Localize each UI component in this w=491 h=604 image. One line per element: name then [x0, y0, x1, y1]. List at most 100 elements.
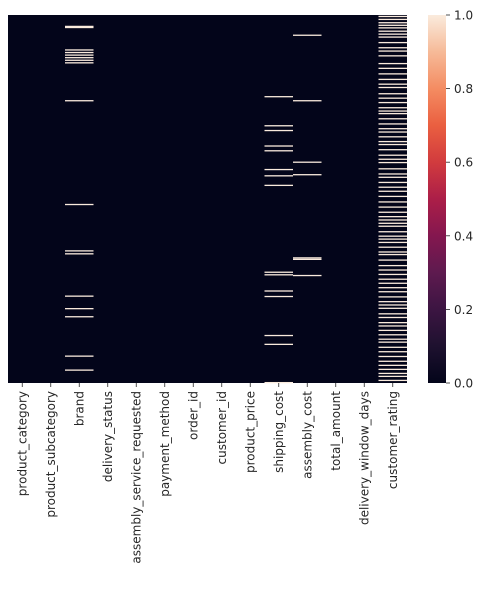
heatmap-cell-brand-15 — [65, 355, 94, 357]
heatmap-cell-customer_rating-56 — [378, 259, 407, 261]
heatmap-cell-customer_rating-2 — [378, 22, 407, 24]
colorbar: 0.0 0.2 0.4 0.6 0.8 1.0 — [428, 9, 473, 391]
heatmap-cell-brand-10 — [65, 250, 94, 252]
heatmap-cell-customer_rating-18 — [378, 93, 407, 95]
heatmap-cell-customer_rating-53 — [378, 246, 407, 248]
heatmap-cell-customer_rating-38 — [378, 181, 407, 184]
heatmap-cell-brand-5 — [65, 57, 94, 59]
heatmap-cell-shipping_cost-13 — [264, 343, 293, 346]
heatmap-cell-brand-3 — [65, 51, 94, 54]
heatmap-cell-customer_rating-46 — [378, 219, 407, 221]
heatmap-cell-brand-8 — [65, 100, 94, 102]
heatmap-cell-shipping_cost-5 — [264, 168, 293, 171]
heatmap-cell-customer_rating-17 — [378, 86, 407, 89]
heatmap-cell-customer_rating-31 — [378, 149, 407, 151]
heatmap-cell-shipping_cost-7 — [264, 184, 293, 187]
heatmap-cell-customer_rating-8 — [378, 41, 407, 44]
heatmap-cell-brand-9 — [65, 203, 94, 206]
heatmap-cell-customer_rating-80 — [378, 364, 407, 366]
heatmap-cell-customer_rating-35 — [378, 168, 407, 170]
heatmap-cell-customer_rating-40 — [378, 190, 407, 192]
heatmap-cell-customer_rating-61 — [378, 282, 407, 284]
heatmap-cell-brand-6 — [65, 59, 94, 61]
heatmap-cell-customer_rating-75 — [378, 341, 407, 343]
heatmap-cell-customer_rating-0 — [378, 15, 407, 18]
heatmap-cell-brand-13 — [65, 308, 94, 310]
heatmap-cell-customer_rating-57 — [378, 264, 407, 267]
x-tick-label-brand: brand — [72, 391, 86, 426]
colorbar-tick-label-3: 0.6 — [454, 156, 473, 170]
x-tick-label-delivery_window_days: delivery_window_days — [357, 391, 371, 525]
heatmap-cell-customer_rating-4 — [378, 27, 407, 29]
heatmap-cell-customer_rating-58 — [378, 269, 407, 271]
heatmap-cell-customer_rating-29 — [378, 140, 407, 143]
heatmap-cell-customer_rating-32 — [378, 154, 407, 156]
heatmap-cell-customer_rating-81 — [378, 368, 407, 371]
heatmap-cell-shipping_cost-8 — [264, 271, 293, 273]
heatmap-cell-customer_rating-39 — [378, 186, 407, 188]
heatmap-cell-shipping_cost-10 — [264, 290, 293, 292]
heatmap-cell-customer_rating-27 — [378, 131, 407, 133]
heatmap-cell-brand-2 — [65, 49, 94, 51]
x-tick-label-shipping_cost: shipping_cost — [272, 391, 286, 473]
heatmap-cell-customer_rating-72 — [378, 329, 407, 332]
heatmap-cell-customer_rating-70 — [378, 322, 407, 324]
heatmap-cell-customer_rating-49 — [378, 231, 407, 233]
heatmap — [8, 15, 407, 384]
heatmap-cell-customer_rating-11 — [378, 55, 407, 57]
heatmap-cell-customer_rating-41 — [378, 195, 407, 198]
heatmap-cell-brand-14 — [65, 316, 94, 318]
heatmap-cell-customer_rating-33 — [378, 158, 407, 160]
heatmap-cell-customer_rating-15 — [378, 78, 407, 81]
heatmap-cell-customer_rating-6 — [378, 33, 407, 35]
heatmap-cell-customer_rating-12 — [378, 62, 407, 65]
x-tick-label-delivery_status: delivery_status — [101, 391, 115, 482]
heatmap-cell-shipping_cost-0 — [264, 96, 293, 98]
x-tick-label-order_id: order_id — [186, 391, 200, 440]
heatmap-cell-customer_rating-13 — [378, 67, 407, 70]
heatmap-cell-customer_rating-64 — [378, 296, 407, 298]
colorbar-tick-label-1: 0.2 — [454, 303, 473, 317]
x-axis: product_category product_subcategory brand… — [15, 383, 400, 564]
heatmap-cell-customer_rating-45 — [378, 216, 407, 218]
heatmap-cell-customer_rating-5 — [378, 30, 407, 32]
heatmap-cell-customer_rating-37 — [378, 176, 407, 178]
x-tick-label-product_price: product_price — [243, 391, 257, 473]
heatmap-cell-customer_rating-73 — [378, 334, 407, 336]
heatmap-cell-customer_rating-21 — [378, 107, 407, 109]
heatmap-cell-customer_rating-78 — [378, 355, 407, 358]
heatmap-cell-customer_rating-25 — [378, 123, 407, 125]
heatmap-cell-assembly_cost-1 — [293, 100, 322, 102]
heatmap-cell-customer_rating-65 — [378, 301, 407, 303]
x-tick-label-customer_id: customer_id — [215, 391, 229, 464]
heatmap-cell-customer_rating-76 — [378, 346, 407, 348]
x-tick-label-payment_method: payment_method — [158, 391, 172, 497]
heatmap-cell-customer_rating-60 — [378, 278, 407, 280]
heatmap-cell-assembly_cost-4 — [293, 257, 322, 259]
heatmap-cell-customer_rating-3 — [378, 24, 407, 26]
heatmap-cell-customer_rating-24 — [378, 118, 407, 120]
colorbar-tick-label-0: 0.0 — [454, 377, 473, 391]
heatmap-cell-assembly_cost-3 — [293, 174, 322, 176]
heatmap-cell-brand-4 — [65, 54, 94, 56]
heatmap-cell-shipping_cost-11 — [264, 295, 293, 298]
heatmap-cell-customer_rating-20 — [378, 101, 407, 104]
heatmap-cell-customer_rating-74 — [378, 338, 407, 340]
heatmap-background — [8, 15, 407, 383]
heatmap-cell-customer_rating-1 — [378, 18, 407, 21]
heatmap-cell-customer_rating-44 — [378, 211, 407, 213]
colorbar-tick-label-4: 0.8 — [454, 82, 473, 96]
heatmap-cell-customer_rating-22 — [378, 110, 407, 112]
heatmap-cell-shipping_cost-12 — [264, 334, 293, 337]
heatmap-cell-customer_rating-54 — [378, 251, 407, 253]
colorbar-gradient — [428, 15, 446, 383]
heatmap-cell-customer_rating-77 — [378, 351, 407, 353]
heatmap-cell-brand-1 — [65, 26, 94, 29]
heatmap-cell-customer_rating-48 — [378, 225, 407, 227]
heatmap-cell-assembly_cost-2 — [293, 161, 322, 163]
heatmap-cell-customer_rating-23 — [378, 112, 407, 115]
colorbar-tick-label-2: 0.4 — [454, 229, 473, 243]
heatmap-cell-brand-12 — [65, 295, 94, 297]
heatmap-cell-customer_rating-43 — [378, 206, 407, 208]
